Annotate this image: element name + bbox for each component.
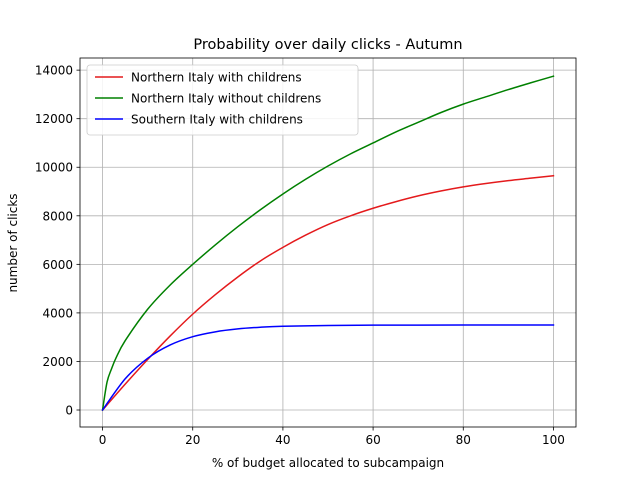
series-line-1 [101,174,555,412]
legend-box [86,64,359,136]
y-tick-label: 12000 [35,112,73,126]
y-tick-label: 0 [65,404,73,418]
y-tick-label: 2000 [42,355,73,369]
axis-ticks: 0 20 40 60 80 100 0 2000 4000 6000 8000 10000 12000 1… [35,64,565,447]
y-tick-label: 6000 [42,258,73,272]
x-axis-title: % of budget allocated to subcampaign [212,456,444,470]
chart-title: Probability over daily clicks - Autumn [193,37,462,53]
legend-label: Southern Italy with childrens [131,113,303,127]
y-tick-label: 8000 [42,209,73,223]
x-tick-label: 60 [365,433,380,447]
legend: Northern Italy with childrens Northern It… [86,64,359,136]
x-tick-label: 100 [542,433,565,447]
y-tick-label: 10000 [35,161,73,175]
x-tick-label: 80 [456,433,471,447]
series-lines [101,75,555,412]
y-tick-label: 4000 [42,306,73,320]
legend-label: Northern Italy with childrens [131,71,302,85]
x-tick-label: 20 [185,433,200,447]
series-line-2 [101,75,555,411]
x-tick-label: 0 [99,433,107,447]
x-tick-label: 40 [275,433,290,447]
plot-frame [79,57,577,428]
y-tick-label: 14000 [35,64,73,78]
series-line-3 [101,324,555,412]
legend-label: Northern Italy without childrens [131,92,321,106]
y-axis-title: number of clicks [6,193,20,292]
